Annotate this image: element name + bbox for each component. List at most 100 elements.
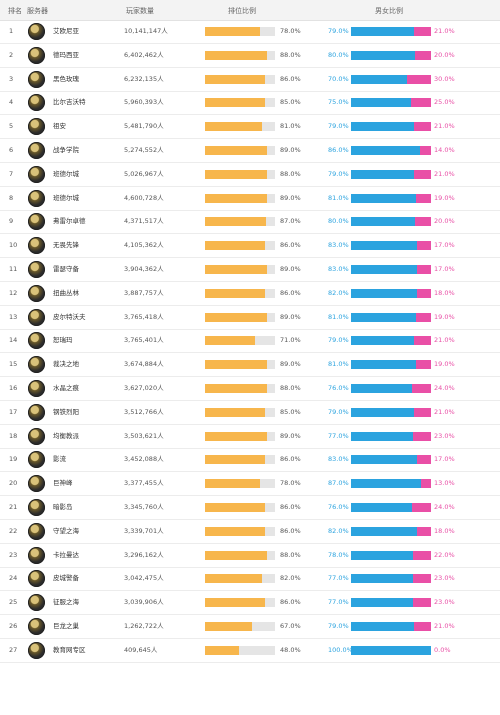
server-name[interactable]: 比尔吉沃特 xyxy=(53,98,86,107)
server-name[interactable]: 雷瑟守备 xyxy=(53,265,79,273)
server-name[interactable]: 班德尔城 xyxy=(53,193,79,202)
server-name[interactable]: 艾欧尼亚 xyxy=(53,27,79,35)
header-rank: 排名 xyxy=(8,7,22,15)
server-name[interactable]: 战争学院 xyxy=(53,146,79,154)
table-row[interactable]: 15 裁决之地 3,674,884人 89.0% 81.0% 19.0% xyxy=(0,353,500,378)
server-name[interactable]: 无畏先锋 xyxy=(53,241,79,250)
player-count: 5,026,967人 xyxy=(124,169,164,178)
male-ratio-fill xyxy=(351,312,416,322)
gender-ratio-bar xyxy=(351,526,431,536)
rank-number: 4 xyxy=(9,98,14,107)
rank-number: 8 xyxy=(9,193,14,202)
ranked-ratio-fill xyxy=(205,98,265,108)
ranked-ratio-bar xyxy=(205,27,275,36)
table-row[interactable]: 23 卡拉曼达 3,296,162人 88.0% 78.0% 22.0% xyxy=(0,544,500,568)
server-name[interactable]: 水晶之痕 xyxy=(53,384,79,392)
server-name[interactable]: 祖安 xyxy=(53,122,66,131)
table-row[interactable]: 9 弗雷尔卓德 4,371,517人 87.0% 80.0% 20.0% xyxy=(0,210,500,235)
table-row[interactable]: 18 均衡教派 3,503,621人 89.0% 77.0% 23.0% xyxy=(0,425,500,449)
table-row[interactable]: 22 守望之海 3,339,701人 86.0% 82.0% 18.0% xyxy=(0,520,500,544)
server-icon xyxy=(28,284,45,302)
server-name[interactable]: 弗雷尔卓德 xyxy=(53,217,86,226)
ranked-ratio-fill xyxy=(205,27,260,36)
server-name[interactable]: 德玛西亚 xyxy=(53,50,79,59)
server-name[interactable]: 教育网专区 xyxy=(53,645,86,654)
table-row[interactable]: 7 班德尔城 5,026,967人 88.0% 79.0% 21.0% xyxy=(0,163,500,187)
server-name[interactable]: 巨神峰 xyxy=(53,479,73,488)
server-name[interactable]: 黑色玫瑰 xyxy=(53,74,79,83)
male-ratio-fill xyxy=(351,193,416,203)
table-row[interactable]: 21 暗影岛 3,345,760人 86.0% 76.0% 24.0% xyxy=(0,496,500,520)
table-row[interactable]: 20 巨神峰 3,377,455人 78.0% 87.0% 13.0% xyxy=(0,472,500,497)
server-name[interactable]: 扭曲丛林 xyxy=(53,288,79,297)
server-icon xyxy=(28,641,45,659)
table-row[interactable]: 6 战争学院 5,274,552人 89.0% 86.0% 14.0% xyxy=(0,139,500,163)
server-name[interactable]: 暗影岛 xyxy=(53,503,73,511)
server-name[interactable]: 征服之海 xyxy=(53,598,79,607)
table-row[interactable]: 5 祖安 5,481,790人 81.0% 79.0% 21.0% xyxy=(0,115,500,140)
table-row[interactable]: 17 钢铁烈阳 3,512,766人 85.0% 79.0% 21.0% xyxy=(0,401,500,425)
ranked-ratio-bar xyxy=(205,122,275,132)
rank-number: 27 xyxy=(9,645,18,654)
player-count: 3,452,088人 xyxy=(124,455,164,464)
ranked-ratio-value: 86.0% xyxy=(280,241,301,250)
player-count: 3,627,020人 xyxy=(124,384,164,392)
table-row[interactable]: 2 德玛西亚 6,402,462人 88.0% 80.0% 20.0% xyxy=(0,44,500,68)
table-row[interactable]: 24 皮城警备 3,042,475人 82.0% 77.0% 23.0% xyxy=(0,567,500,592)
male-ratio-fill xyxy=(351,74,407,84)
male-ratio-fill xyxy=(351,479,421,489)
male-ratio-fill xyxy=(351,50,415,60)
table-row[interactable]: 27 教育网专区 409,645人 48.0% 100.0% 0.0% xyxy=(0,639,500,663)
table-row[interactable]: 1 艾欧尼亚 10,141,147人 78.0% 79.0% 21.0% xyxy=(0,20,500,44)
male-ratio-value: 81.0% xyxy=(328,193,349,202)
server-name[interactable]: 裁决之地 xyxy=(53,360,79,369)
gender-ratio-bar xyxy=(351,503,431,512)
server-name[interactable]: 卡拉曼达 xyxy=(53,550,79,559)
ranked-ratio-fill xyxy=(205,169,267,179)
server-name[interactable]: 班德尔城 xyxy=(53,169,79,178)
table-row[interactable]: 12 扭曲丛林 3,887,757人 86.0% 82.0% 18.0% xyxy=(0,282,500,306)
male-ratio-value: 79.0% xyxy=(328,27,349,35)
ranked-ratio-value: 78.0% xyxy=(280,27,301,35)
server-name[interactable]: 巨龙之巢 xyxy=(53,622,79,630)
ranked-ratio-fill xyxy=(205,550,267,560)
male-ratio-value: 83.0% xyxy=(328,455,349,464)
rank-number: 10 xyxy=(9,241,18,250)
ranked-ratio-value: 89.0% xyxy=(280,146,301,154)
ranked-ratio-bar xyxy=(205,550,275,560)
ranked-ratio-value: 81.0% xyxy=(280,122,301,131)
ranked-ratio-value: 78.0% xyxy=(280,479,301,488)
ranked-ratio-fill xyxy=(205,479,260,489)
gender-ratio-bar xyxy=(351,407,431,417)
female-ratio-value: 18.0% xyxy=(434,288,455,297)
server-icon xyxy=(28,570,45,588)
table-row[interactable]: 3 黑色玫瑰 6,232,135人 86.0% 70.0% 30.0% xyxy=(0,68,500,92)
server-name[interactable]: 恕瑞玛 xyxy=(53,336,73,345)
table-row[interactable]: 19 影流 3,452,088人 86.0% 83.0% 17.0% xyxy=(0,448,500,473)
table-row[interactable]: 25 征服之海 3,039,906人 86.0% 77.0% 23.0% xyxy=(0,591,500,616)
male-ratio-fill xyxy=(351,598,413,608)
female-ratio-value: 18.0% xyxy=(434,526,455,535)
table-row[interactable]: 13 皮尔特沃夫 3,765,418人 89.0% 81.0% 19.0% xyxy=(0,306,500,330)
rank-number: 22 xyxy=(9,526,18,535)
table-row[interactable]: 16 水晶之痕 3,627,020人 88.0% 76.0% 24.0% xyxy=(0,377,500,401)
table-row[interactable]: 11 雷瑟守备 3,904,362人 89.0% 83.0% 17.0% xyxy=(0,258,500,282)
table-row[interactable]: 8 班德尔城 4,600,728人 89.0% 81.0% 19.0% xyxy=(0,187,500,211)
server-name[interactable]: 均衡教派 xyxy=(53,431,79,440)
gender-ratio-bar xyxy=(351,169,431,179)
table-row[interactable]: 26 巨龙之巢 1,262,722人 67.0% 79.0% 21.0% xyxy=(0,615,500,639)
server-name[interactable]: 影流 xyxy=(53,455,66,464)
server-icon xyxy=(28,308,45,326)
player-count: 6,232,135人 xyxy=(124,74,164,83)
player-count: 5,960,393人 xyxy=(124,98,164,107)
table-row[interactable]: 14 恕瑞玛 3,765,401人 71.0% 79.0% 21.0% xyxy=(0,329,500,354)
ranked-ratio-value: 88.0% xyxy=(280,384,301,392)
server-icon xyxy=(28,380,45,397)
server-name[interactable]: 皮城警备 xyxy=(53,574,79,583)
table-row[interactable]: 4 比尔吉沃特 5,960,393人 85.0% 75.0% 25.0% xyxy=(0,91,500,116)
server-name[interactable]: 皮尔特沃夫 xyxy=(53,312,86,321)
male-ratio-fill xyxy=(351,645,431,655)
server-name[interactable]: 钢铁烈阳 xyxy=(53,407,79,416)
table-row[interactable]: 10 无畏先锋 4,105,362人 86.0% 83.0% 17.0% xyxy=(0,234,500,259)
server-name[interactable]: 守望之海 xyxy=(53,526,79,535)
